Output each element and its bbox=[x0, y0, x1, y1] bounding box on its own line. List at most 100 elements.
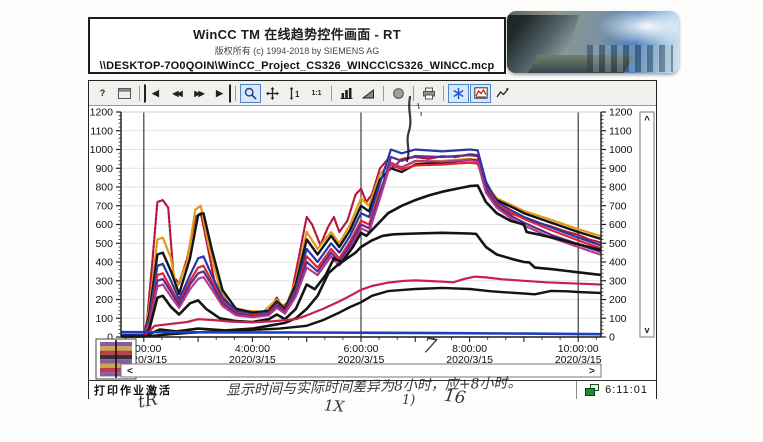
svg-text:2020/3/15: 2020/3/15 bbox=[446, 354, 493, 366]
status-bar: 打印作业激活 6:11:01 bbox=[89, 380, 656, 399]
svg-text:1100: 1100 bbox=[609, 125, 632, 137]
scroll-up-arrow[interactable]: ^ bbox=[644, 115, 650, 126]
svg-text:200: 200 bbox=[95, 294, 113, 306]
trend-chart[interactable]: 0100200300400500600700800900100011001200… bbox=[89, 106, 655, 380]
horizontal-scrollbar[interactable]: < > bbox=[120, 363, 602, 378]
svg-text:6:00:00: 6:00:00 bbox=[343, 343, 378, 355]
y-axis-right: 0 100 200 300 400 500 600 700 800 900 1000 1100 1200 bbox=[601, 107, 633, 344]
svg-text:300: 300 bbox=[609, 275, 627, 287]
zoom-1-1-icon: 1:1 bbox=[311, 89, 322, 97]
svg-text:0: 0 bbox=[609, 332, 615, 344]
print-button[interactable] bbox=[418, 84, 439, 103]
select-trend-button[interactable] bbox=[492, 84, 513, 103]
status-time: 6:11:01 bbox=[605, 384, 648, 396]
svg-text:100: 100 bbox=[95, 313, 113, 325]
first-record-icon: ◀ bbox=[152, 87, 159, 98]
svg-text:1200: 1200 bbox=[609, 107, 633, 119]
series-trend-blue bbox=[120, 148, 601, 336]
scroll-left-arrow[interactable]: < bbox=[127, 366, 133, 377]
scroll-down-arrow[interactable]: v bbox=[644, 325, 649, 335]
network-computer-icon bbox=[585, 384, 600, 396]
copyright-text: 版权所有 (c) 1994-2018 by SIEMENS AG bbox=[214, 46, 380, 56]
fast-forward-icon: ▶▶ bbox=[194, 88, 204, 98]
toolbar-separator bbox=[331, 85, 332, 101]
toolbar-separator bbox=[443, 85, 444, 101]
help-button[interactable]: ? bbox=[92, 84, 113, 103]
printer-icon bbox=[422, 87, 435, 99]
select-trend-icon bbox=[495, 88, 509, 98]
first-record-button[interactable]: ◀ bbox=[144, 83, 165, 103]
toolbar-separator bbox=[235, 85, 236, 101]
pan-button[interactable] bbox=[262, 84, 283, 103]
series-trend-magenta bbox=[120, 158, 601, 338]
svg-text:700: 700 bbox=[609, 200, 627, 212]
trend-control-window: ? ◀ ◀◀ ▶▶ ▶ 1 1:1 bbox=[88, 80, 657, 399]
fast-forward-button[interactable]: ▶▶ bbox=[188, 84, 209, 103]
ruler-window-button[interactable] bbox=[470, 83, 491, 103]
zoom-1-1-button[interactable]: 1:1 bbox=[306, 84, 327, 103]
vertical-scrollbar[interactable]: ^v bbox=[639, 111, 655, 338]
svg-text:1200: 1200 bbox=[90, 107, 114, 119]
svg-text:300: 300 bbox=[95, 275, 113, 287]
svg-text:0: 0 bbox=[107, 332, 113, 344]
zoom-value-axis-button[interactable]: 1 bbox=[284, 84, 305, 103]
series-trend-crimson-low bbox=[120, 275, 601, 338]
siemens-banner-image bbox=[507, 11, 679, 73]
svg-text:2020/3/15: 2020/3/15 bbox=[229, 354, 276, 366]
toolbar-separator bbox=[413, 85, 414, 101]
area-curve-icon bbox=[362, 88, 374, 99]
stop-circle-icon bbox=[393, 87, 404, 99]
svg-text:900: 900 bbox=[609, 163, 627, 175]
svg-text:1100: 1100 bbox=[90, 125, 113, 137]
handwritten-mark: 1X bbox=[323, 396, 345, 416]
svg-text:600: 600 bbox=[95, 219, 113, 231]
svg-text:700: 700 bbox=[95, 200, 113, 212]
svg-text:1000: 1000 bbox=[90, 144, 114, 156]
freeze-button[interactable] bbox=[448, 83, 469, 103]
series-trend-blue-flat bbox=[120, 330, 602, 336]
project-path: \\DESKTOP-7O0QOIN\WinCC_Project_CS326_WI… bbox=[99, 60, 495, 72]
properties-button[interactable] bbox=[114, 84, 135, 103]
fast-backward-icon: ◀◀ bbox=[172, 88, 182, 98]
svg-text:400: 400 bbox=[95, 257, 113, 269]
magnifier-icon bbox=[244, 87, 257, 100]
x-axis-labels: 2:00:002020/3/154:00:002020/3/156:00:002… bbox=[120, 337, 602, 366]
svg-text:2020/3/15: 2020/3/15 bbox=[338, 354, 385, 366]
svg-text:800: 800 bbox=[95, 182, 113, 194]
svg-text:900: 900 bbox=[95, 163, 113, 175]
series-trend-purple bbox=[120, 153, 601, 338]
bar-chart-icon bbox=[340, 88, 353, 99]
last-record-button[interactable]: ▶ bbox=[210, 83, 231, 103]
svg-text:2020/3/15: 2020/3/15 bbox=[555, 354, 602, 366]
window-title: WinCC TM 在线趋势控件画面 - RT bbox=[193, 27, 401, 42]
status-time-cell: 6:11:01 bbox=[576, 381, 656, 399]
pan-arrows-icon bbox=[266, 86, 279, 100]
zoom-value-axis-icon: 1 bbox=[289, 86, 300, 100]
svg-text:10:00:00: 10:00:00 bbox=[558, 343, 599, 355]
zoom-area-button[interactable] bbox=[240, 83, 261, 103]
help-icon: ? bbox=[99, 88, 106, 98]
svg-text:400: 400 bbox=[609, 257, 627, 269]
svg-text:600: 600 bbox=[609, 219, 627, 231]
snowflake-icon bbox=[453, 87, 464, 99]
toolbar-separator bbox=[383, 85, 384, 101]
properties-icon bbox=[118, 87, 131, 99]
svg-text:800: 800 bbox=[609, 182, 627, 194]
scroll-right-arrow[interactable]: > bbox=[589, 366, 595, 377]
bar-view-button[interactable] bbox=[336, 84, 357, 103]
last-record-icon: ▶ bbox=[216, 87, 223, 98]
fast-backward-button[interactable]: ◀◀ bbox=[166, 84, 187, 103]
trend-toolbar: ? ◀ ◀◀ ▶▶ ▶ 1 1:1 bbox=[89, 81, 656, 106]
banner-equipment-slats bbox=[587, 45, 673, 72]
area-view-button[interactable] bbox=[358, 84, 379, 103]
ruler-window-icon bbox=[473, 87, 488, 99]
y-axis-left: 0 100 200 300 400 500 600 700 800 900 1000 1100 1200 bbox=[90, 107, 121, 344]
stop-button[interactable] bbox=[388, 84, 409, 103]
window-title-box: WinCC TM 在线趋势控件画面 - RT 版权所有 (c) 1994-201… bbox=[88, 17, 506, 74]
svg-text:500: 500 bbox=[609, 238, 627, 250]
svg-text:200: 200 bbox=[609, 294, 627, 306]
svg-text:500: 500 bbox=[95, 238, 113, 250]
toolbar-separator bbox=[139, 85, 140, 101]
svg-text:100: 100 bbox=[609, 313, 627, 325]
